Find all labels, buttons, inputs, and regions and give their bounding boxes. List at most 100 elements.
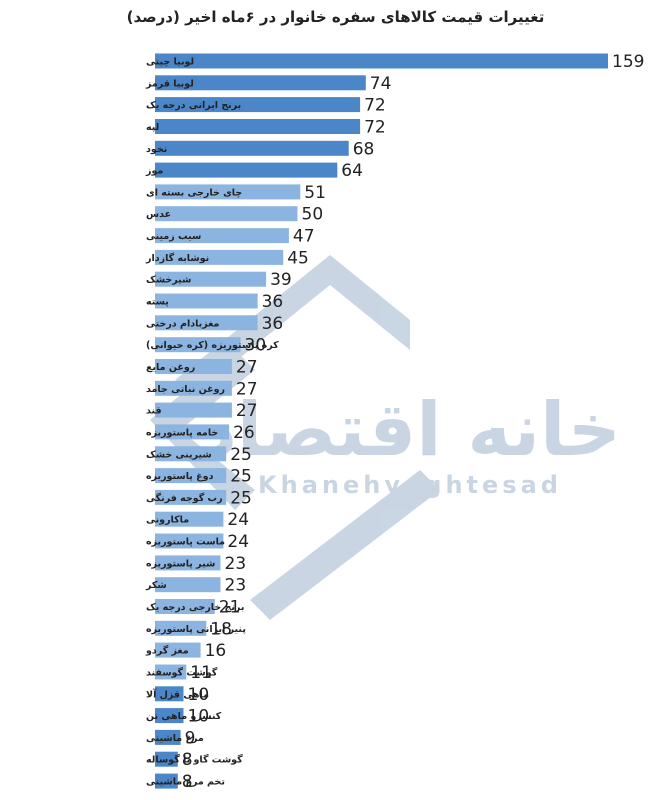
bar-13 [155,337,241,353]
bar-29 [155,686,184,702]
value-label: 23 [225,576,247,596]
watermark-en-text: Khanehyeghtesad [258,471,562,499]
bar-9 [155,249,284,265]
category-label: شیرینی خشک [146,449,212,460]
category-label: برنج خارجی درجه یک [146,602,244,613]
bar-33 [155,773,178,789]
bar-26 [155,620,207,636]
value-label: 11 [190,663,212,683]
bar-10 [155,271,267,287]
bar-18 [155,446,227,462]
bar-2 [155,97,361,113]
value-label: 47 [293,227,315,247]
category-label: پنیر ایرانی پاستوریزه [146,624,246,635]
category-label: کره پاستوریزه (کره حیوانی) [146,340,279,351]
bar-15 [155,380,232,396]
category-label: شکر [145,580,167,591]
bar-30 [155,708,184,724]
bar-28 [155,664,187,680]
value-label: 18 [210,619,232,639]
category-label: خامه پاستوریزه [146,427,218,438]
value-label: 25 [230,467,252,487]
value-label: 8 [182,772,193,792]
bar-1 [155,75,366,91]
bar-20 [155,489,227,505]
value-label: 27 [236,379,258,399]
value-label: 25 [230,445,252,465]
category-label: گوشت گاو یا گوساله [146,754,243,766]
value-label: 50 [302,205,324,225]
category-label: مغز گردو [145,645,189,657]
bar-27 [155,642,201,658]
category-label: مغزبادام درختی [146,318,219,329]
value-label: 64 [341,161,363,181]
value-label: 36 [262,292,284,312]
category-label: نخود [146,144,167,155]
category-label: چای خارجی بسته ای [146,187,242,198]
category-label: عدس [146,209,171,220]
value-label: 74 [370,74,392,94]
bar-21 [155,511,224,527]
value-label: 51 [304,183,326,203]
value-label: 8 [182,750,193,770]
category-label: شیر پاستوریزه [146,558,215,569]
category-label: ماست پاستوریزه [146,537,225,548]
watermark-bottom-shape [250,470,440,620]
bar-3 [155,119,361,134]
value-label: 23 [225,554,247,574]
category-label: شیرخشک [146,275,191,286]
category-label: سیب زمینی [146,231,201,242]
bar-17 [155,424,230,440]
chart-title: تغییرات قیمت کالاهای سفره خانوار در ۶ماه… [126,8,545,26]
category-label: تخم مرغ ماشینی [146,777,225,788]
category-label: ماهی قزل آلا [146,687,209,700]
category-label: پسته [146,297,169,308]
bar-31 [155,729,181,745]
value-label: 45 [287,248,309,268]
bar-12 [155,315,258,331]
category-label: لپه [146,122,159,133]
category-label: روغن مایع [146,362,195,373]
category-label: موز [145,166,163,177]
bar-8 [155,228,289,244]
category-label: کنسرو ماهی تن [146,711,222,722]
category-label: دوغ پاستوریزه [146,471,214,482]
category-label: رب گوجه فرنگی [146,492,223,504]
category-label: ماکارونی [146,515,189,526]
category-label: روغن نباتی جامد [146,384,225,395]
value-label: 16 [205,641,227,661]
category-label: برنج ایرانی درجه یک [146,100,241,111]
bar-7 [155,206,298,222]
value-label: 24 [227,532,249,552]
category-label: مرغ ماشینی [146,733,204,744]
bar-32 [155,751,178,767]
bar-23 [155,555,221,571]
value-label: 27 [236,358,258,378]
bar-14 [155,359,232,374]
value-label: 25 [230,488,252,508]
value-label: 27 [236,401,258,421]
value-label: 72 [364,118,386,138]
value-label: 30 [245,336,267,356]
watermark-fa-text: خانه اقتصاد [199,387,621,473]
category-label: قند [146,406,162,417]
value-label: 159 [612,52,644,72]
category-label: لوبیا چیتی [146,57,194,68]
category-label: نوشابه گازدار [145,252,209,264]
bar-6 [155,184,301,200]
bar-24 [155,577,221,593]
value-label: 26 [233,423,255,443]
bar-25 [155,599,215,614]
bar-16 [155,402,232,418]
value-label: 72 [364,96,386,116]
bar-0 [155,53,608,69]
value-label: 24 [227,510,249,530]
value-label: 39 [270,270,292,290]
value-label: 9 [185,728,196,748]
bar-22 [155,533,224,549]
value-label: 21 [219,598,241,618]
value-label: 68 [353,139,375,159]
bar-5 [155,162,338,178]
category-label: گوشت گوسفند [146,667,218,679]
value-label: 10 [188,685,210,705]
